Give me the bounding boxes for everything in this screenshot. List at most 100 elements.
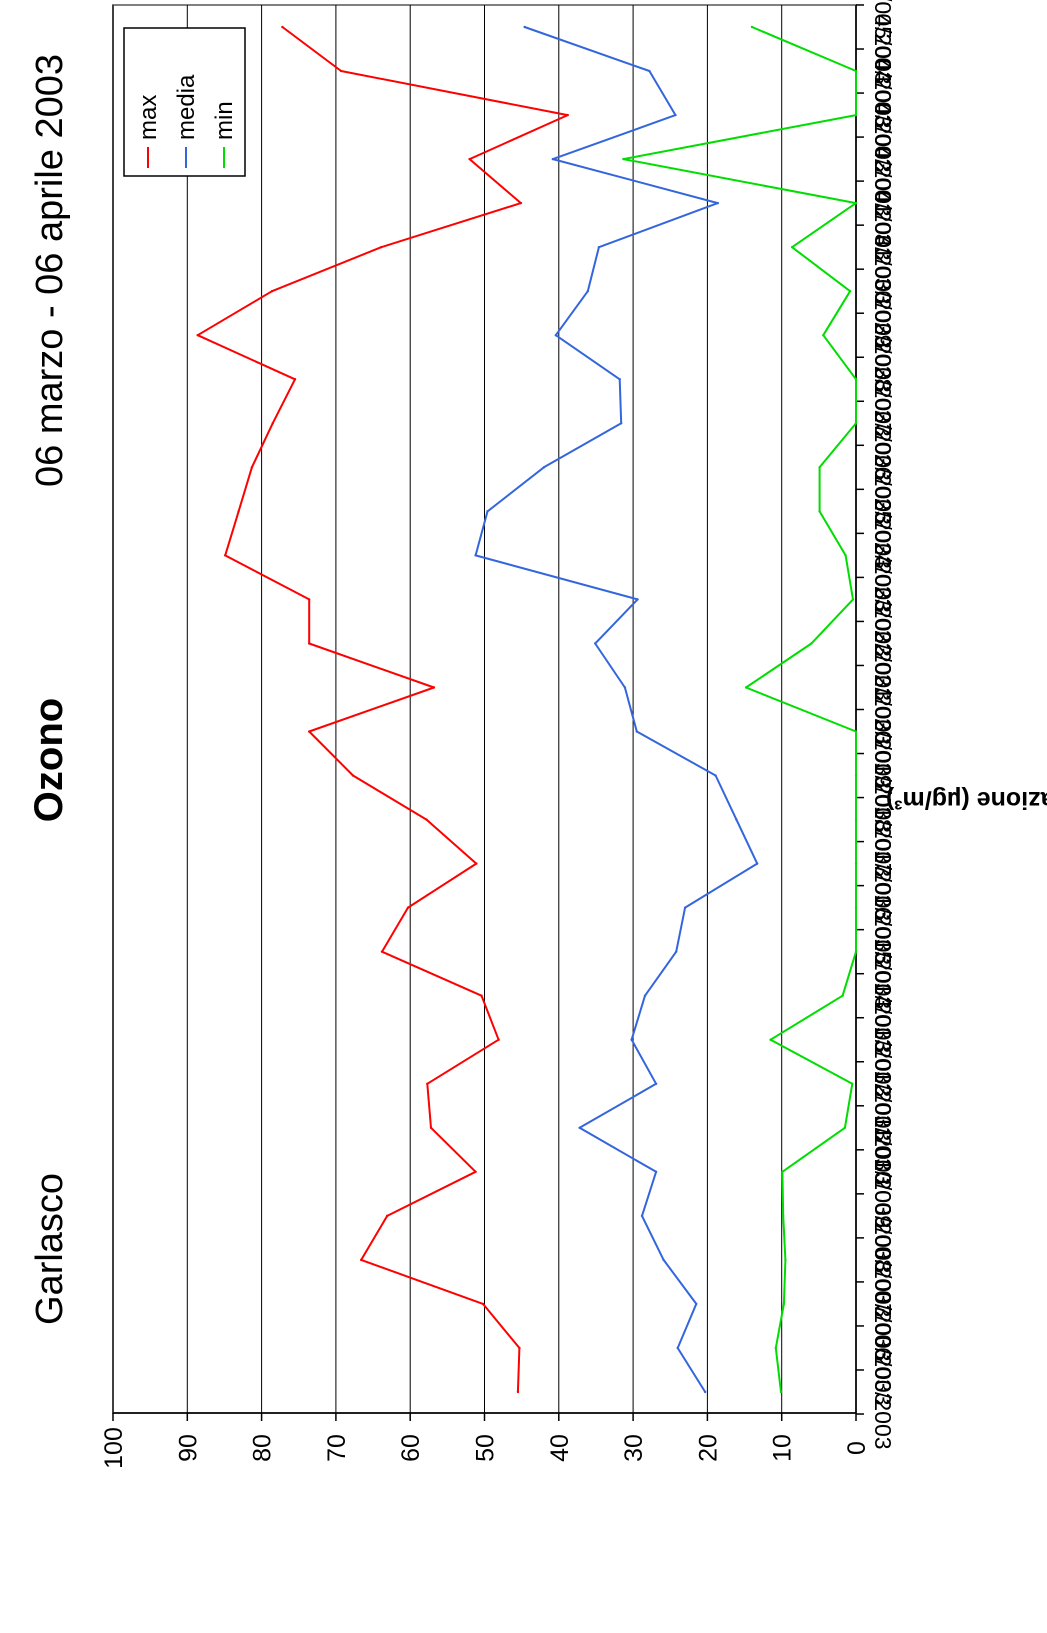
point-max — [237, 510, 240, 513]
point-media — [735, 818, 738, 821]
location-label: Garlasco — [29, 1173, 71, 1325]
point-min — [622, 157, 625, 161]
point-min — [854, 422, 858, 425]
date-label: 16/03/2003 — [870, 894, 896, 1009]
date-label: 23/03/2003 — [870, 586, 896, 701]
date-label: 29/03/2003 — [870, 322, 896, 437]
point-media — [618, 378, 621, 381]
point-max — [339, 69, 343, 73]
point-media — [623, 686, 627, 689]
point-media — [716, 201, 720, 205]
point-media — [586, 289, 589, 293]
point-max — [516, 1390, 520, 1394]
date-label: 30/03/2003 — [870, 278, 896, 393]
series-line-max — [196, 26, 569, 1393]
point-max — [281, 25, 284, 29]
point-max — [270, 289, 274, 293]
date-label: 10/03/2003 — [870, 1158, 896, 1273]
value-tick-label: 90 — [174, 1434, 202, 1462]
point-max — [566, 113, 569, 117]
point-min — [774, 1346, 777, 1350]
y-axis-label: concentrazione (µg/m³) — [886, 786, 1047, 814]
point-max — [474, 1170, 477, 1174]
point-media — [594, 642, 597, 645]
point-media — [635, 730, 639, 733]
point-media — [755, 862, 759, 865]
date-label: 14/03/2003 — [870, 982, 896, 1097]
point-max — [426, 1082, 429, 1085]
date-label: 06/04/2003 — [870, 0, 896, 85]
value-tick-label: 60 — [397, 1434, 425, 1462]
point-min — [781, 1214, 785, 1218]
point-media — [676, 1346, 679, 1350]
date-label: 11/03/2003 — [870, 1115, 896, 1228]
point-min — [848, 289, 852, 293]
point-max — [481, 1302, 485, 1306]
point-media — [551, 157, 555, 161]
point-media — [643, 994, 647, 997]
point-min — [769, 1038, 772, 1041]
point-min — [854, 378, 858, 381]
date-label: 03/04/2003 — [870, 102, 896, 217]
point-media — [674, 113, 677, 117]
point-max — [406, 906, 410, 909]
point-min — [854, 113, 858, 117]
point-max — [293, 378, 297, 381]
value-tick-label: 0 — [843, 1441, 871, 1455]
point-media — [674, 950, 678, 953]
point-min — [854, 201, 858, 205]
point-min — [782, 1302, 786, 1306]
point-min — [784, 1258, 787, 1262]
point-min — [810, 642, 813, 645]
date-label: 01/04/2003 — [870, 190, 896, 305]
point-max — [307, 598, 311, 601]
date-label: 19/03/2003 — [870, 762, 896, 877]
point-max — [429, 1126, 433, 1130]
date-label: 15/03/2003 — [870, 938, 896, 1053]
chart-title: Ozono — [27, 698, 71, 822]
series-line-media — [474, 26, 759, 1393]
point-max — [468, 157, 471, 161]
date-label: 12/03/2003 — [870, 1070, 896, 1185]
point-min — [818, 510, 821, 513]
value-tick-label: 70 — [323, 1434, 351, 1462]
point-max — [519, 201, 523, 205]
point-media — [542, 466, 546, 469]
point-max — [385, 1214, 389, 1218]
point-min — [744, 686, 748, 689]
point-media — [523, 25, 526, 29]
point-min — [841, 994, 844, 997]
point-min — [854, 862, 858, 865]
date-label: 06/03/2003 — [870, 1334, 896, 1449]
point-min — [854, 818, 858, 821]
date-label: 04/04/2003 — [870, 58, 896, 173]
point-min — [854, 906, 858, 909]
point-media — [703, 1390, 707, 1394]
date-label: 02/04/2003 — [870, 146, 896, 261]
date-label: 05/04/2003 — [870, 13, 896, 128]
point-min — [750, 25, 754, 29]
point-max — [497, 1038, 500, 1041]
legend-label-media: media — [173, 74, 200, 140]
legend-label-min: min — [211, 101, 238, 140]
point-max — [271, 422, 274, 425]
value-tick-label: 50 — [472, 1434, 500, 1462]
point-media — [486, 510, 489, 513]
date-label: 26/03/2003 — [870, 454, 896, 569]
point-media — [714, 774, 717, 777]
point-media — [654, 1170, 658, 1174]
point-media — [597, 245, 601, 249]
point-max — [351, 774, 355, 777]
point-max — [425, 818, 428, 821]
point-max — [223, 554, 227, 557]
value-tick-label: 30 — [620, 1434, 648, 1462]
date-label: 25/03/2003 — [870, 498, 896, 613]
value-tick-label: 40 — [546, 1434, 574, 1462]
point-max — [480, 994, 483, 997]
date-label: 13/03/2003 — [870, 1026, 896, 1141]
point-min — [854, 69, 858, 73]
chart-subtitle: 06 marzo - 06 aprile 2003 — [29, 54, 71, 487]
point-max — [518, 1346, 521, 1350]
date-label: 28/03/2003 — [870, 366, 896, 481]
point-max — [380, 245, 383, 249]
